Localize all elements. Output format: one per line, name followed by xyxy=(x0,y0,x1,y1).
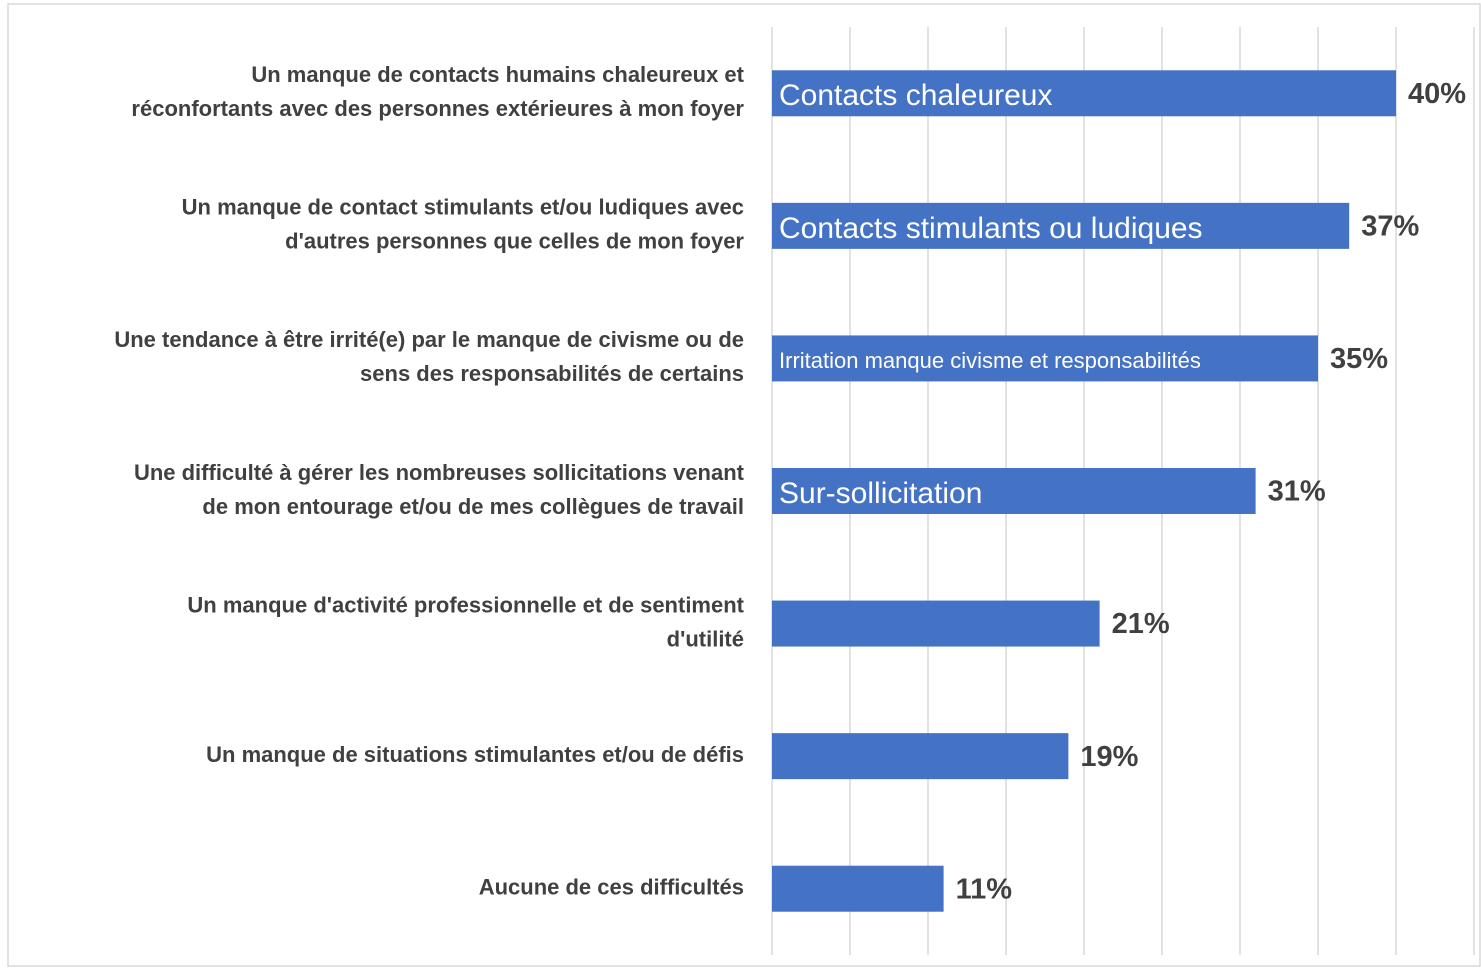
bar-annotation: Contacts stimulants ou ludiques xyxy=(779,212,1203,245)
value-label: 19% xyxy=(1080,741,1138,773)
category-label: sens des responsabilités de certains xyxy=(360,361,744,386)
chart-frame xyxy=(7,3,1481,967)
category-label: d'utilité xyxy=(667,626,744,651)
category-label: Un manque de contact stimulants et/ou lu… xyxy=(182,195,744,220)
value-label: 21% xyxy=(1112,608,1170,640)
category-label: de mon entourage et/ou de mes collègues … xyxy=(202,494,744,519)
category-label: Aucune de ces difficultés xyxy=(479,875,744,900)
value-label: 40% xyxy=(1408,78,1466,110)
value-label: 31% xyxy=(1268,476,1326,508)
category-label: Un manque de situations stimulantes et/o… xyxy=(206,742,744,767)
category-label: Un manque de contacts humains chaleureux… xyxy=(251,62,744,87)
value-label: 35% xyxy=(1330,343,1388,375)
bar-annotation: Sur-sollicitation xyxy=(779,477,982,510)
bar xyxy=(772,335,1318,382)
bar-annotation: Irritation manque civisme et responsabil… xyxy=(779,348,1201,373)
value-label: 11% xyxy=(956,873,1013,905)
value-label: 37% xyxy=(1361,211,1419,243)
bar xyxy=(772,733,1069,780)
bar xyxy=(772,468,1256,514)
category-label: Une difficulté à gérer les nombreuses so… xyxy=(134,460,745,485)
category-label: Un manque d'activité professionnelle et … xyxy=(187,592,744,617)
bar xyxy=(772,70,1396,117)
bar xyxy=(772,600,1100,647)
bar-annotation: Contacts chaleureux xyxy=(779,79,1053,112)
category-label: réconfortants avec des personnes extérie… xyxy=(131,96,744,121)
bar xyxy=(772,202,1350,249)
bar xyxy=(772,865,944,912)
category-label: Une tendance à être irrité(e) par le man… xyxy=(114,327,744,352)
category-label: d'autres personnes que celles de mon foy… xyxy=(285,229,744,254)
